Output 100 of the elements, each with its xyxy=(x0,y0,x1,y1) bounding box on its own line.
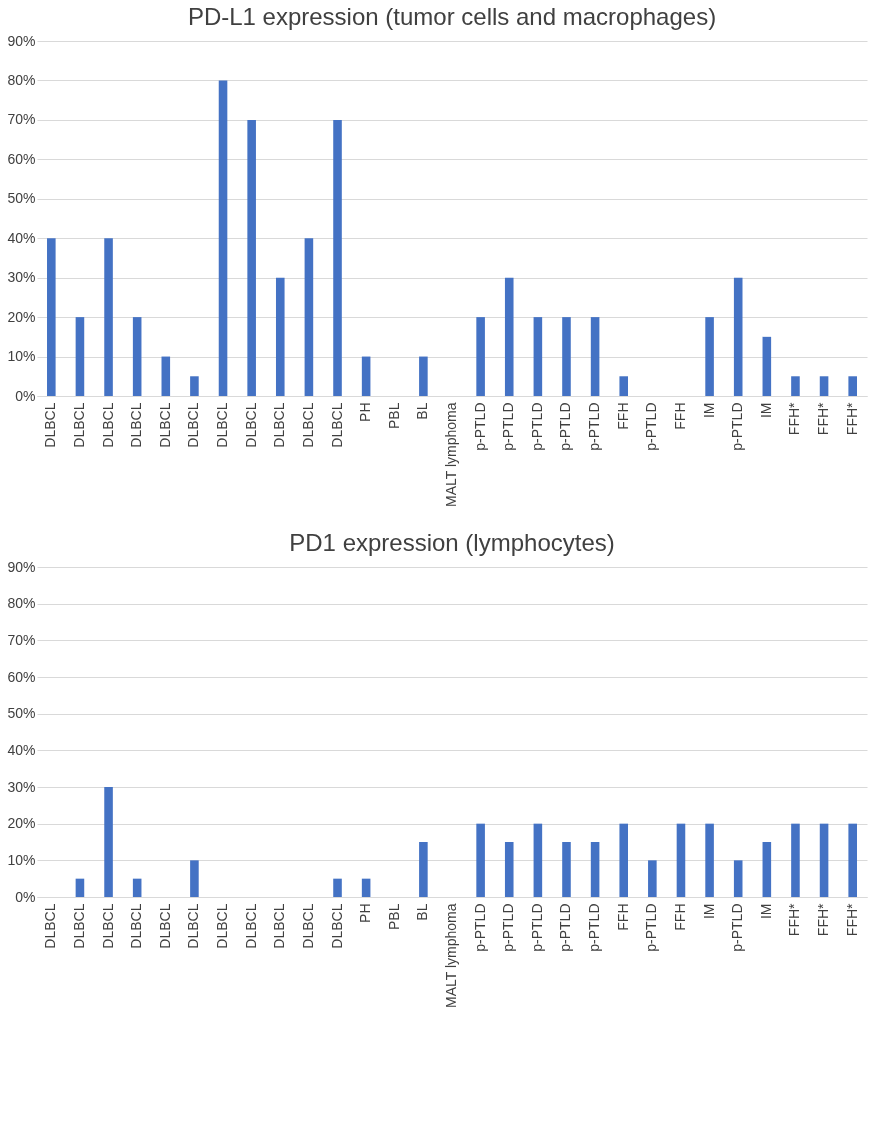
x-tick-label: PH xyxy=(357,402,374,422)
y-tick-label: 30% xyxy=(7,269,36,286)
x-tick-label: BL xyxy=(414,903,431,921)
bar xyxy=(590,842,600,897)
x-tick-label: FFH* xyxy=(815,401,832,436)
bar xyxy=(504,277,514,396)
x-tick-label: p-PTLD xyxy=(528,402,545,451)
bar xyxy=(762,336,772,396)
y-tick-label: 80% xyxy=(7,71,36,88)
x-tick-label: p-PTLD xyxy=(729,402,746,451)
bar xyxy=(218,80,228,396)
x-tick-label: DLBCL xyxy=(42,402,59,448)
bar xyxy=(819,376,829,396)
x-tick-label: FFH* xyxy=(786,902,803,937)
chart-title: PD1 expression (lymphocytes) xyxy=(289,529,615,556)
bar xyxy=(333,119,342,396)
bar xyxy=(132,878,142,897)
chart-title: PD-L1 expression (tumor cells and macrophages) xyxy=(187,3,717,30)
x-tick-label: FFH* xyxy=(843,401,860,436)
x-tick-label: DLBCL xyxy=(128,903,145,949)
bar xyxy=(476,823,485,897)
y-tick-label: 10% xyxy=(7,851,36,868)
x-tick-label: FFH xyxy=(671,402,688,430)
x-tick-label: p-PTLD xyxy=(500,402,517,451)
bar xyxy=(275,277,285,396)
bar xyxy=(419,356,428,396)
x-tick-label: DLBCL xyxy=(328,903,345,949)
bar xyxy=(562,317,571,396)
bar xyxy=(762,842,772,897)
x-tick-label: p-PTLD xyxy=(586,903,603,952)
x-tick-label: DLBCL xyxy=(271,402,288,448)
bar xyxy=(104,238,113,396)
x-tick-label: DLBCL xyxy=(185,402,202,448)
bar xyxy=(848,376,857,396)
x-tick-label: DLBCL xyxy=(328,402,345,448)
bar xyxy=(47,238,56,396)
y-tick-label: 30% xyxy=(7,778,36,795)
bar xyxy=(333,878,342,897)
bar xyxy=(75,317,85,396)
x-tick-label: DLBCL xyxy=(214,402,231,448)
bar xyxy=(75,878,85,897)
bar xyxy=(533,823,543,897)
x-tick-label: PBL xyxy=(385,402,402,429)
x-tick-label: MALT lymphoma xyxy=(443,402,459,508)
bar xyxy=(476,317,485,396)
y-tick-label: 0% xyxy=(15,387,36,404)
y-tick-label: 40% xyxy=(7,229,36,246)
x-tick-label: DLBCL xyxy=(128,402,145,448)
x-tick-label: MALT lymphoma xyxy=(443,903,459,1009)
x-tick-label: p-PTLD xyxy=(643,903,660,952)
bar xyxy=(619,376,629,396)
x-tick-label: p-PTLD xyxy=(586,402,603,451)
y-tick-label: 10% xyxy=(7,348,36,365)
bar xyxy=(190,376,199,396)
x-tick-label: DLBCL xyxy=(42,903,59,949)
bar xyxy=(590,317,600,396)
x-tick-label: p-PTLD xyxy=(500,903,517,952)
x-tick-label: FFH* xyxy=(786,401,803,436)
bar xyxy=(705,317,714,396)
x-tick-label: DLBCL xyxy=(99,903,116,949)
bar xyxy=(791,376,800,396)
x-tick-label: DLBCL xyxy=(156,402,173,448)
bar xyxy=(361,878,371,897)
x-tick-label: IM xyxy=(757,402,774,419)
x-tick-label: p-PTLD xyxy=(557,402,574,451)
x-tick-label: p-PTLD xyxy=(643,402,660,451)
y-tick-label: 0% xyxy=(15,888,36,905)
bar xyxy=(419,842,428,897)
bar xyxy=(104,787,113,897)
bar xyxy=(304,238,314,396)
y-tick-label: 80% xyxy=(7,595,36,612)
x-tick-label: IM xyxy=(757,903,774,920)
y-tick-label: 50% xyxy=(7,190,36,207)
bar xyxy=(562,842,571,897)
bar xyxy=(247,119,256,396)
bar xyxy=(504,842,514,897)
x-tick-label: PH xyxy=(357,903,374,923)
y-tick-label: 70% xyxy=(7,631,36,648)
bar xyxy=(533,317,543,396)
x-tick-label: DLBCL xyxy=(299,903,316,949)
y-tick-label: 90% xyxy=(7,32,36,49)
x-tick-label: IM xyxy=(700,402,717,419)
bar xyxy=(619,823,629,897)
x-tick-label: DLBCL xyxy=(299,402,316,448)
bar xyxy=(648,860,657,897)
bar xyxy=(848,823,857,897)
bar xyxy=(791,823,800,897)
x-tick-label: DLBCL xyxy=(156,903,173,949)
x-tick-label: DLBCL xyxy=(271,903,288,949)
x-tick-label: DLBCL xyxy=(242,903,259,949)
x-tick-label: FFH xyxy=(671,903,688,931)
x-tick-label: p-PTLD xyxy=(528,903,545,952)
x-tick-label: FFH xyxy=(614,402,631,430)
x-tick-label: DLBCL xyxy=(99,402,116,448)
x-tick-label: IM xyxy=(700,903,717,920)
x-tick-label: DLBCL xyxy=(214,903,231,949)
x-tick-label: DLBCL xyxy=(70,903,87,949)
x-tick-label: DLBCL xyxy=(185,903,202,949)
x-tick-label: DLBCL xyxy=(242,402,259,448)
x-tick-label: p-PTLD xyxy=(729,903,746,952)
